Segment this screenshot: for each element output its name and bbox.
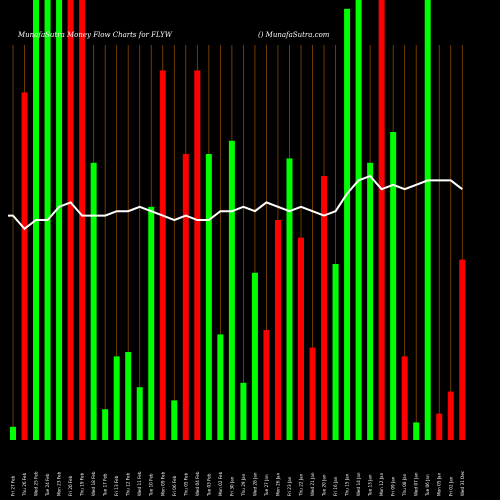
x-tick-label: Fri 20 Feb [68,475,73,496]
chart-title: MunafaSutra Money Flow Charts for FLYW [17,31,173,39]
bar-thu-29-jan [240,382,247,440]
bar-fri-02-jan [447,391,454,440]
bar-fri-27-feb [10,426,16,440]
bar-mon-05-jan [436,413,443,440]
x-tick-label: Mon 26 Jan [275,472,280,496]
x-tick-label: Tue 06 Jan [425,474,430,497]
x-tick-label: Mon 02 Feb [218,471,223,496]
x-tick-label: Thu 26 Feb [22,472,27,497]
x-tick-label: Fri 02 Jan [448,476,453,496]
bar-fri-16-jan [332,264,339,440]
x-tick-label: Fri 16 Jan [333,476,338,496]
x-tick-label: Fri 13 Feb [114,475,119,496]
x-tick-label: Tue 03 Feb [206,473,211,497]
x-tick-label: Thu 05 Feb [183,472,188,497]
watermark: () MunafaSutra.com [258,31,330,39]
x-tick-label: Tue 24 Feb [45,473,50,497]
x-tick-label: Wed 11 Feb [137,471,142,496]
x-tick-label: Thu 15 Jan [345,473,350,497]
bar-wed-31-dec [459,259,466,440]
x-tick-label: Wed 07 Jan [414,472,419,496]
bar-thu-05-feb [182,154,189,440]
bar-mon-12-jan [378,0,385,440]
x-tick-label: Wed 18 Feb [91,471,96,496]
bar-thu-22-jan [298,237,304,440]
bar-tue-06-jan [424,0,431,440]
x-tick-label: Tue 20 Jan [322,474,327,497]
bar-thu-19-feb [79,0,86,440]
bar-wed-11-feb [136,387,143,440]
bar-wed-21-jan [309,347,316,440]
bar-thu-12-feb [125,352,132,440]
bar-fri-06-feb [171,400,178,440]
bar-wed-04-feb [194,70,201,441]
bar-wed-28-jan [251,272,258,440]
x-tick-label: Thu 19 Feb [80,472,85,497]
bar-wed-18-feb [90,162,97,441]
x-tick-label: Tue 13 Jan [368,474,373,497]
x-tick-label: Thu 22 Jan [299,473,304,497]
bar-thu-26-feb [21,92,28,441]
x-tick-label: Mon 23 Feb [57,471,62,496]
bar-fri-09-jan [390,132,397,440]
bar-mon-02-feb [217,334,224,440]
x-tick-label: Fri 30 Jan [229,476,234,496]
x-tick-label: Thu 12 Feb [126,472,131,497]
x-tick-label: Thu 08 Jan [402,473,407,497]
bar-tue-27-jan [263,330,270,440]
bar-fri-30-jan [228,140,235,441]
bar-thu-15-jan [344,8,351,441]
x-tick-label: Thu 29 Jan [241,473,246,497]
x-tick-label: Mon 09 Feb [160,471,165,496]
x-tick-label: Wed 21 Jan [310,472,315,496]
bar-tue-20-jan [321,176,328,440]
money-flow-line [8,174,463,231]
bar-mon-26-jan [274,220,281,440]
bar-fri-20-feb [67,0,74,440]
bar-tue-03-feb [205,154,212,440]
bars-group [10,0,466,441]
x-tick-label: Tue 27 Jan [264,474,269,497]
x-tick-label: Fri 23 Jan [287,476,292,496]
x-tick-label: Wed 31 Dec [460,470,465,496]
x-tick-label: Wed 14 Jan [356,472,361,496]
bar-fri-13-feb [113,356,120,440]
x-tick-label: Fri 27 Feb [11,475,16,496]
x-tick-label: Mon 05 Jan [437,472,442,496]
bar-wed-07-jan [413,422,420,440]
bar-wed-14-jan [355,0,362,440]
bar-mon-23-feb [56,0,63,440]
x-tick-label: Wed 04 Feb [195,471,200,496]
x-tick-label: Fri 06 Feb [172,475,177,496]
x-tick-label: Wed 25 Feb [34,471,39,496]
x-tick-label: Fri 09 Jan [391,476,396,496]
x-tick-label: Tue 17 Feb [103,473,108,497]
bar-tue-10-feb [148,206,155,440]
x-tick-label: Mon 12 Jan [379,472,384,496]
x-tick-labels: Fri 27 Feb Thu 26 Feb Wed 25 Feb Tue 24 Feb… [11,470,465,497]
bar-thu-08-jan [401,356,408,440]
bar-tue-13-jan [367,162,374,441]
bar-mon-09-feb [159,70,166,441]
x-tick-label: Tue 10 Feb [149,473,154,497]
bar-fri-23-jan [286,158,293,440]
x-tick-label: Wed 28 Jan [252,472,257,496]
bar-tue-17-feb [102,409,109,440]
